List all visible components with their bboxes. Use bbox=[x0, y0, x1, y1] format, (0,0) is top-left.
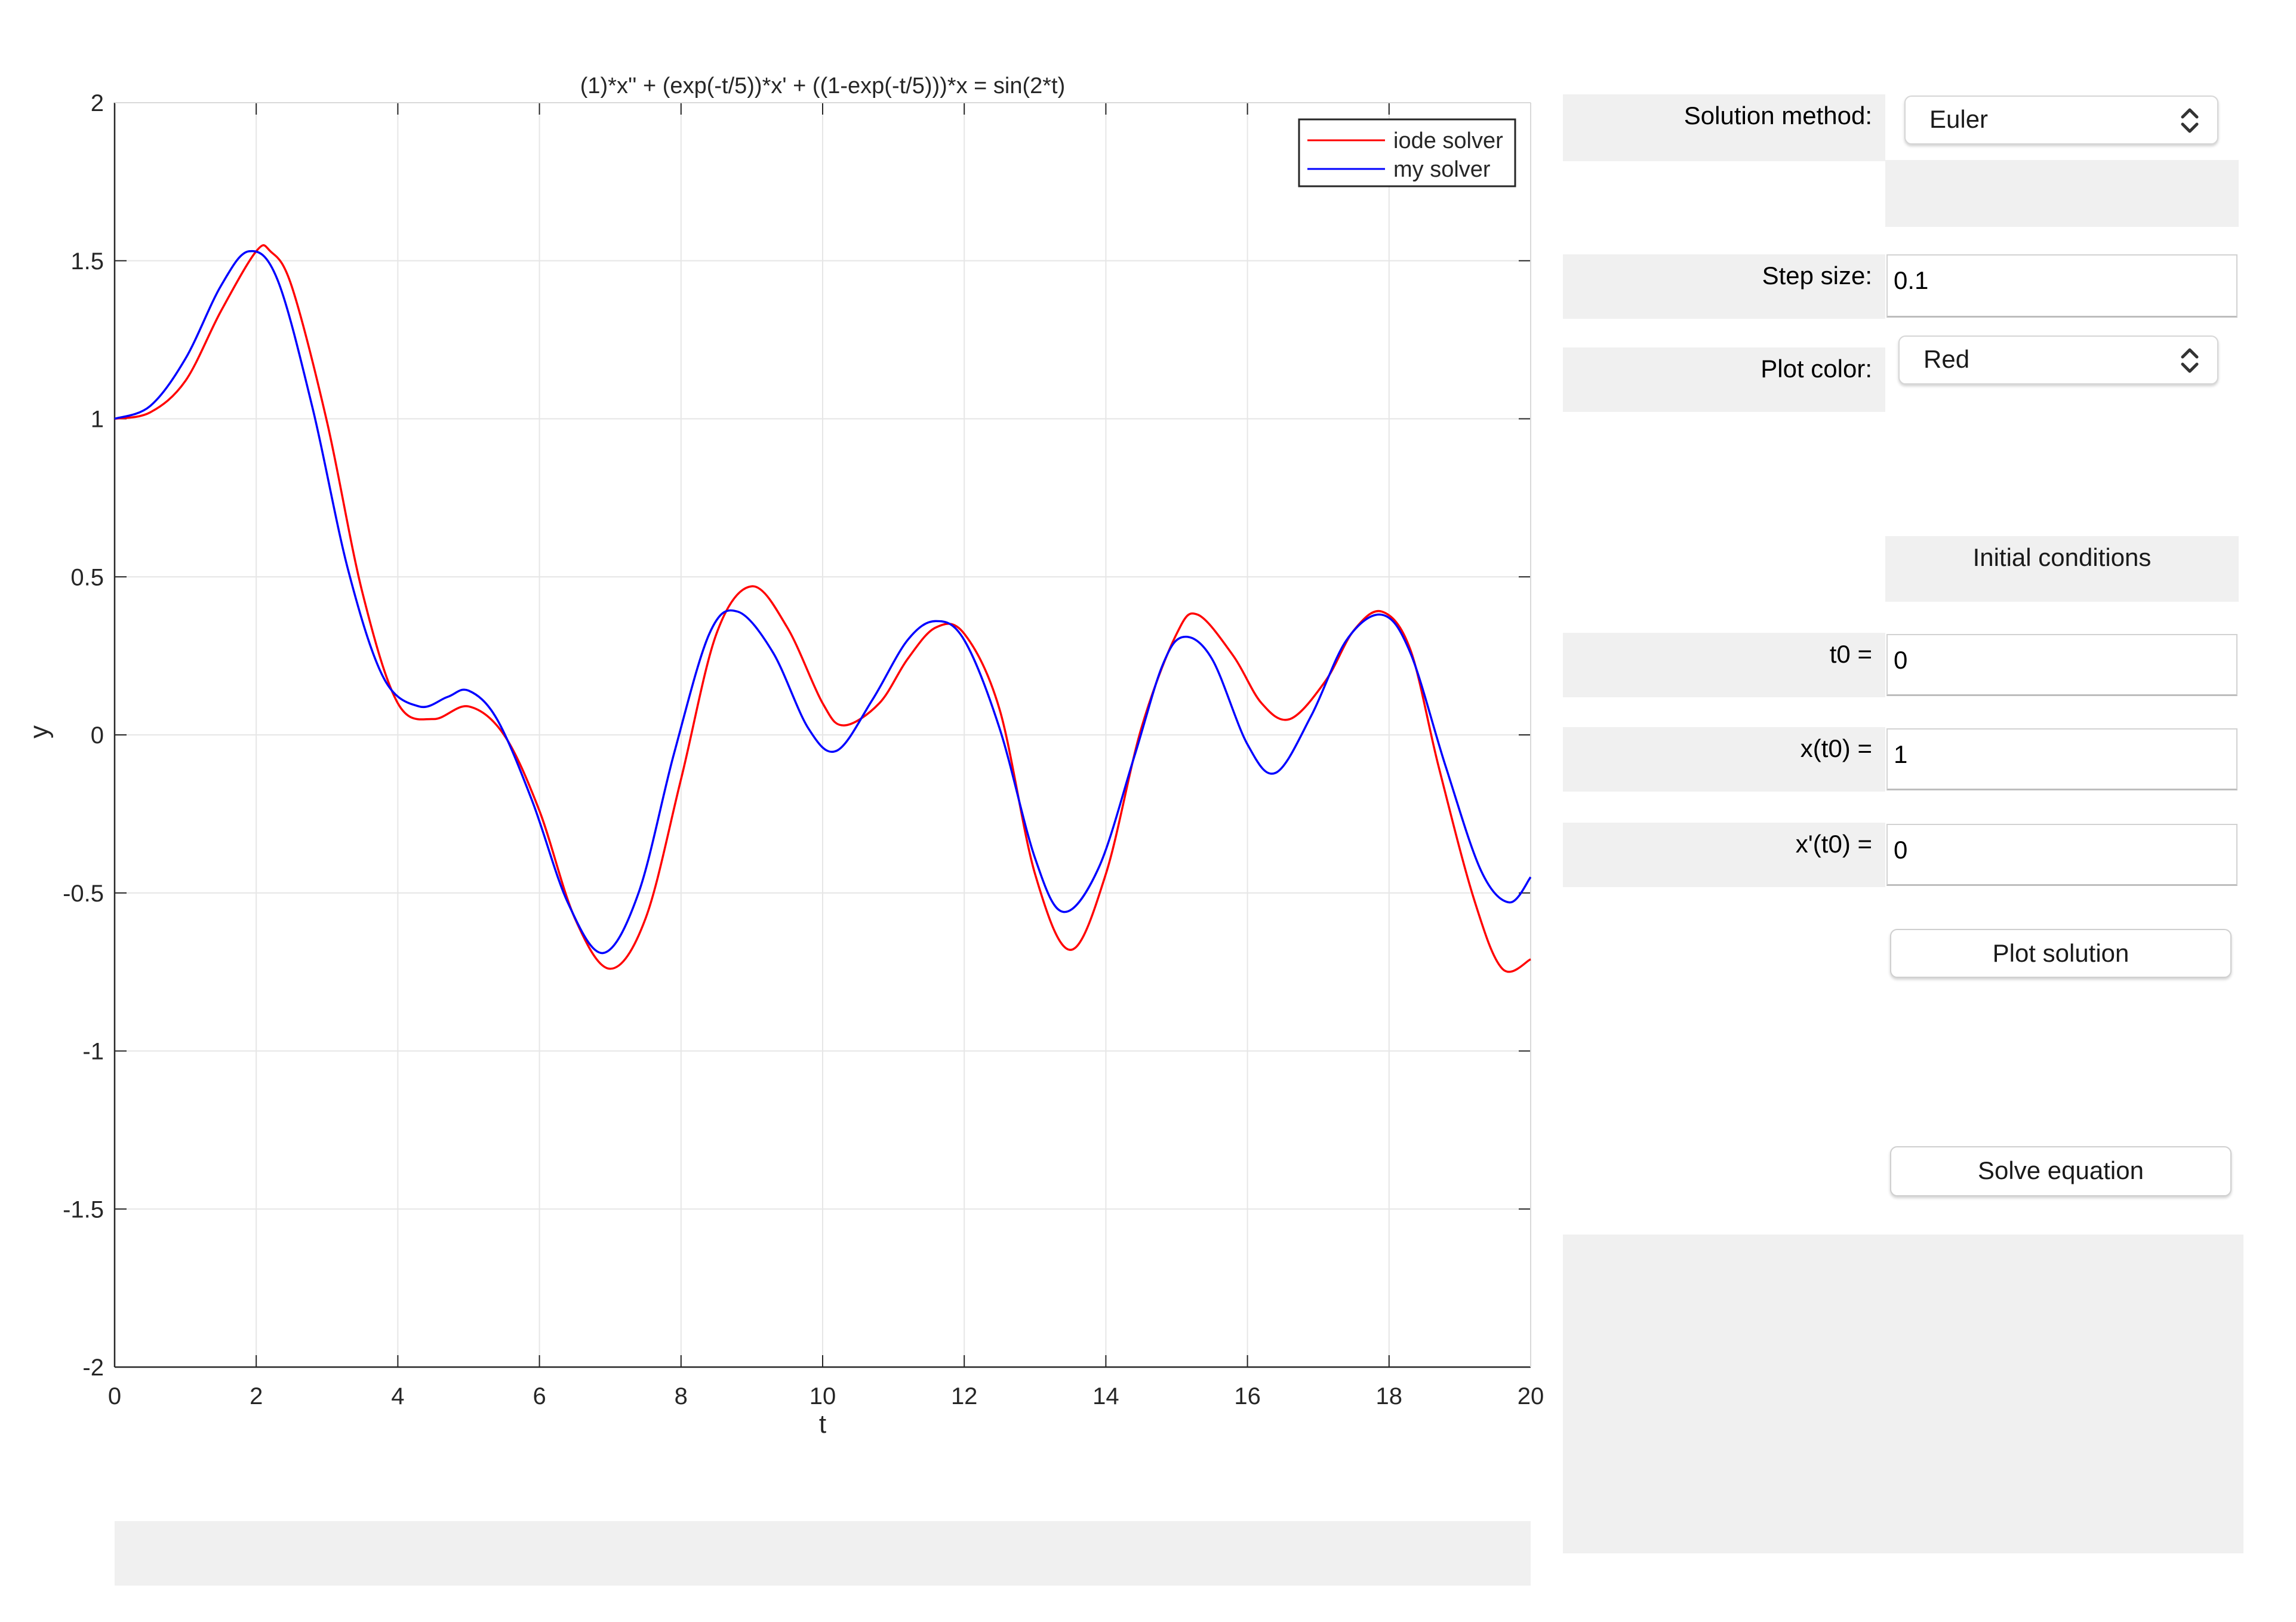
step-size-input[interactable]: 0.1 bbox=[1886, 254, 2237, 318]
series-iode-solver bbox=[114, 244, 1531, 973]
plot-color-label: Plot color: bbox=[1563, 347, 1885, 412]
x-t0-input[interactable]: 1 bbox=[1886, 728, 2237, 790]
axes bbox=[113, 102, 1531, 1368]
x-t0-label: x(t0) = bbox=[1563, 727, 1885, 792]
legend-box bbox=[1298, 118, 1516, 187]
t0-label: t0 = bbox=[1563, 633, 1885, 697]
xp-t0-label: x'(t0) = bbox=[1563, 823, 1885, 887]
step-size-label: Step size: bbox=[1563, 254, 1885, 319]
legend-label-iode: iode solver bbox=[1393, 128, 1503, 153]
x-tick-label: 14 bbox=[1092, 1383, 1119, 1409]
x-tick-label: 6 bbox=[533, 1383, 546, 1409]
x-axis-label: t bbox=[819, 1409, 826, 1439]
chevron-up-down-icon bbox=[2181, 348, 2199, 373]
tick-labels: 0 2 4 6 8 10 12 14 16 18 20 2 1.5 1 0.5 0 -0.5 -1 -1.5 -2 bbox=[63, 90, 1544, 1409]
plot-solution-button[interactable]: Plot solution bbox=[1890, 929, 2232, 978]
solution-method-value: Euler bbox=[1929, 105, 1989, 133]
y-axis-label: y bbox=[24, 725, 54, 738]
series-my-solver bbox=[114, 250, 1532, 955]
solution-method-dropdown[interactable]: Euler bbox=[1904, 96, 2218, 144]
t0-input[interactable]: 0 bbox=[1886, 634, 2237, 696]
x-tick-label: 20 bbox=[1518, 1383, 1544, 1409]
x-tick-label: 12 bbox=[951, 1383, 978, 1409]
y-tick-label: 1.5 bbox=[70, 248, 104, 275]
method-options-panel bbox=[1885, 160, 2239, 227]
x-tick-label: 2 bbox=[250, 1383, 263, 1409]
x-tick-label: 8 bbox=[675, 1383, 688, 1409]
grid bbox=[114, 102, 1531, 1368]
legend: iode solver my solver bbox=[1298, 118, 1516, 187]
plot-color-dropdown[interactable]: Red bbox=[1898, 336, 2218, 384]
y-tick-label: 1 bbox=[91, 407, 104, 433]
initial-conditions-label: Initial conditions bbox=[1885, 536, 2239, 602]
y-tick-label: 0.5 bbox=[70, 564, 104, 590]
y-tick-label: -1 bbox=[82, 1039, 104, 1065]
solve-equation-button[interactable]: Solve equation bbox=[1890, 1146, 2232, 1196]
legend-label-my: my solver bbox=[1393, 157, 1491, 182]
x-tick-label: 4 bbox=[391, 1383, 404, 1409]
x-tick-label: 0 bbox=[108, 1383, 121, 1409]
solution-method-label: Solution method: bbox=[1563, 94, 1885, 161]
series-layer bbox=[114, 244, 1532, 973]
chevron-up-down-icon bbox=[2181, 108, 2199, 133]
plot-status-panel bbox=[115, 1521, 1531, 1586]
chart-title: (1)*x'' + (exp(-t/5))*x' + ((1-exp(-t/5)… bbox=[580, 73, 1066, 99]
x-tick-label: 16 bbox=[1234, 1383, 1261, 1409]
y-tick-label: -2 bbox=[82, 1355, 104, 1381]
output-panel bbox=[1563, 1235, 2243, 1553]
y-tick-label: -1.5 bbox=[63, 1196, 104, 1223]
plot-color-value: Red bbox=[1923, 345, 1970, 373]
y-tick-label: -0.5 bbox=[63, 881, 104, 907]
y-tick-label: 2 bbox=[91, 90, 104, 116]
x-tick-label: 18 bbox=[1376, 1383, 1403, 1409]
y-tick-label: 0 bbox=[91, 722, 104, 749]
xp-t0-input[interactable]: 0 bbox=[1886, 824, 2237, 886]
x-tick-label: 10 bbox=[810, 1383, 836, 1409]
